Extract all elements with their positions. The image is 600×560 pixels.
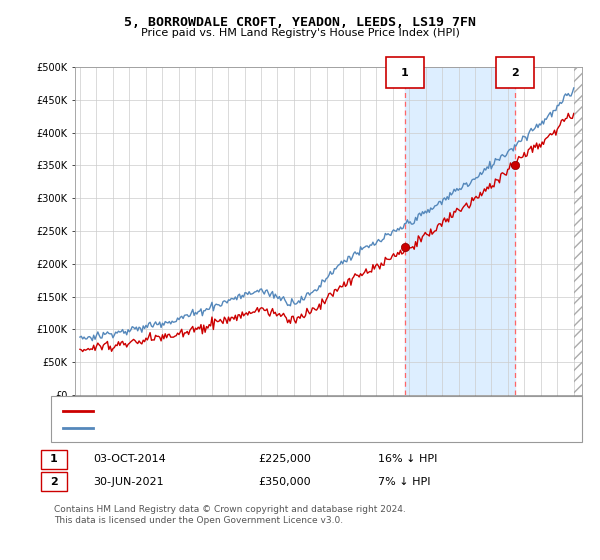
Text: 1: 1 [401, 68, 409, 78]
Text: HPI: Average price, detached house, Leeds: HPI: Average price, detached house, Leed… [99, 423, 308, 433]
Text: 2: 2 [50, 477, 58, 487]
Bar [574, 67, 587, 395]
Text: 30-JUN-2021: 30-JUN-2021 [93, 477, 164, 487]
Text: Price paid vs. HM Land Registry's House Price Index (HPI): Price paid vs. HM Land Registry's House … [140, 28, 460, 38]
Text: 1: 1 [50, 454, 58, 464]
Text: 16% ↓ HPI: 16% ↓ HPI [378, 454, 437, 464]
Text: 5, BORROWDALE CROFT, YEADON, LEEDS, LS19 7FN (detached house): 5, BORROWDALE CROFT, YEADON, LEEDS, LS19… [99, 405, 445, 416]
Bar [405, 67, 515, 395]
Text: £225,000: £225,000 [258, 454, 311, 464]
Text: £350,000: £350,000 [258, 477, 311, 487]
FancyBboxPatch shape [386, 57, 424, 88]
Text: 7% ↓ HPI: 7% ↓ HPI [378, 477, 431, 487]
Text: 03-OCT-2014: 03-OCT-2014 [93, 454, 166, 464]
Text: Contains HM Land Registry data © Crown copyright and database right 2024.
This d: Contains HM Land Registry data © Crown c… [54, 505, 406, 525]
Text: 5, BORROWDALE CROFT, YEADON, LEEDS, LS19 7FN: 5, BORROWDALE CROFT, YEADON, LEEDS, LS19… [124, 16, 476, 29]
Text: 2: 2 [511, 68, 518, 78]
FancyBboxPatch shape [496, 57, 534, 88]
